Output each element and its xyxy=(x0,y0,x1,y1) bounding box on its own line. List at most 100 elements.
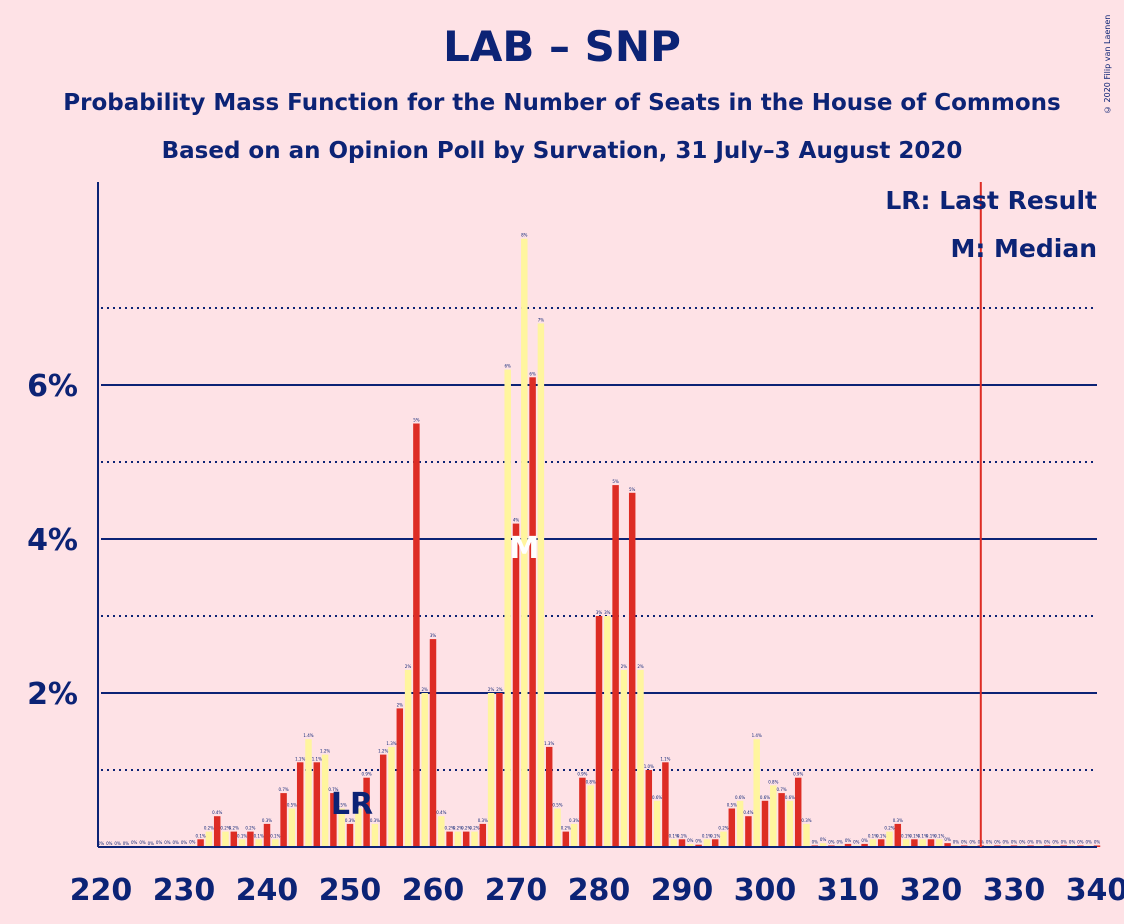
value-label-318: 0.1% xyxy=(909,833,919,838)
value-label-338: 0% xyxy=(1077,839,1084,844)
y-tick-label-4: 4% xyxy=(27,523,78,558)
value-label-231: 0% xyxy=(189,839,196,844)
value-label-335: 0% xyxy=(1052,839,1059,844)
value-label-220: 0% xyxy=(98,841,105,846)
value-label-222: 0% xyxy=(114,841,121,846)
bar-316 xyxy=(894,823,902,847)
x-tick-label-260: 260 xyxy=(402,873,465,908)
bar-314 xyxy=(877,839,885,847)
value-label-274: 1.3% xyxy=(544,741,554,746)
bar-312 xyxy=(861,843,868,847)
value-label-325: 0% xyxy=(969,839,976,844)
bar-271 xyxy=(521,238,528,847)
x-tick-label-250: 250 xyxy=(319,873,382,908)
value-label-237: 0.1% xyxy=(237,833,247,838)
value-label-294: 0.1% xyxy=(710,833,720,838)
x-tick-label-290: 290 xyxy=(651,873,714,908)
bar-288 xyxy=(662,762,669,847)
legend-entry-1: M: Median xyxy=(950,234,1097,263)
bar-275 xyxy=(554,808,561,847)
bar-233 xyxy=(205,831,213,847)
value-label-244: 1.1% xyxy=(295,756,305,761)
bar-267 xyxy=(487,693,495,847)
value-label-242: 0.7% xyxy=(279,787,289,792)
bar-296 xyxy=(728,808,736,847)
bar-284 xyxy=(628,492,636,847)
value-label-324: 0% xyxy=(961,839,968,844)
axes xyxy=(97,182,1097,848)
value-label-319: 0.1% xyxy=(918,833,928,838)
value-label-247: 1.2% xyxy=(320,749,330,754)
value-label-259: 2% xyxy=(422,687,429,692)
value-label-332: 0% xyxy=(1027,839,1034,844)
bar-286 xyxy=(645,770,653,847)
bar-266 xyxy=(479,823,487,847)
bar-234 xyxy=(213,816,221,847)
value-label-278: 0.9% xyxy=(577,772,587,777)
value-label-238: 0.2% xyxy=(245,826,255,831)
chart-title: LAB – SNP xyxy=(443,22,681,71)
value-label-295: 0.2% xyxy=(718,826,728,831)
bar-299 xyxy=(753,739,760,847)
value-label-235: 0.2% xyxy=(220,826,230,831)
bar-274 xyxy=(545,746,553,847)
value-label-256: 2% xyxy=(397,702,404,707)
bar-294 xyxy=(711,839,719,847)
value-label-223: 0% xyxy=(123,841,130,846)
bar-302 xyxy=(778,793,785,847)
x-tick-label-300: 300 xyxy=(734,873,797,908)
bar-262 xyxy=(446,831,453,847)
bar-240 xyxy=(263,823,271,847)
value-label-333: 0% xyxy=(1036,839,1043,844)
bar-281 xyxy=(604,616,611,847)
bar-249 xyxy=(338,808,345,847)
value-label-267: 2% xyxy=(488,687,495,692)
bar-248 xyxy=(330,793,337,847)
value-label-240: 0.3% xyxy=(262,818,272,823)
bar-273 xyxy=(537,323,545,847)
value-label-286: 1.0% xyxy=(644,764,654,769)
value-label-243: 0.5% xyxy=(287,803,297,808)
bar-319 xyxy=(919,839,926,847)
value-labels: 0% 0% 0% 0% 0% 0% 0% 0% 0% 0% 0% 0%0.1%0.2%0.4%0.2%… xyxy=(98,233,1101,846)
bar-307 xyxy=(819,843,827,847)
y-tick-label-2: 2% xyxy=(27,677,78,712)
bar-310 xyxy=(844,843,852,847)
value-label-227: 0% xyxy=(156,840,163,845)
value-label-313: 0.1% xyxy=(868,833,878,838)
bar-252 xyxy=(363,777,370,847)
bar-259 xyxy=(421,693,428,847)
value-label-263: 0.2% xyxy=(453,826,463,831)
value-label-293: 0.1% xyxy=(702,833,712,838)
bar-255 xyxy=(388,746,395,847)
value-label-257: 2% xyxy=(405,664,412,669)
last-result-marker: LR xyxy=(331,787,373,822)
value-label-283: 2% xyxy=(621,664,628,669)
bar-263 xyxy=(454,831,462,847)
value-label-225: 0% xyxy=(139,840,146,845)
value-label-277: 0.3% xyxy=(569,818,579,823)
chart-subtitle-1: Probability Mass Function for the Number… xyxy=(63,90,1061,116)
bar-247 xyxy=(321,754,329,847)
value-label-284: 5% xyxy=(629,487,636,492)
value-label-328: 0% xyxy=(994,839,1001,844)
value-label-305: 0.3% xyxy=(801,818,811,823)
value-label-311: 0% xyxy=(853,839,860,844)
value-label-239: 0.1% xyxy=(254,833,264,838)
value-label-320: 0.1% xyxy=(926,833,936,838)
value-label-233: 0.2% xyxy=(204,826,214,831)
x-tick-label-320: 320 xyxy=(900,873,963,908)
value-label-265: 0.2% xyxy=(469,826,479,831)
bar-315 xyxy=(886,831,893,847)
bar-246 xyxy=(313,762,321,847)
bar-254 xyxy=(379,754,387,847)
value-label-279: 0.8% xyxy=(586,779,596,784)
bar-264 xyxy=(462,831,470,847)
value-label-282: 5% xyxy=(612,479,619,484)
bar-287 xyxy=(653,800,661,847)
value-label-246: 1.1% xyxy=(312,756,322,761)
x-tick-label-270: 270 xyxy=(485,873,548,908)
value-label-302: 0.7% xyxy=(777,787,787,792)
value-label-251: 0.5% xyxy=(353,803,363,808)
